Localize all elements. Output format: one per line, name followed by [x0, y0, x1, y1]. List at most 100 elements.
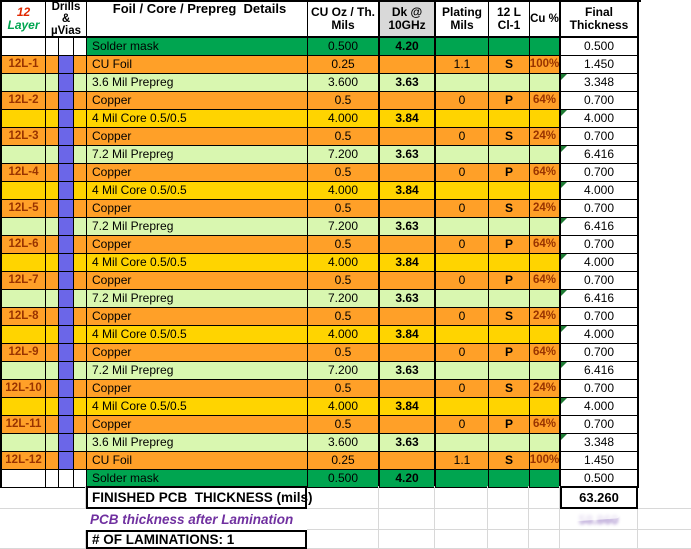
cell-material-details[interactable]: 4 Mil Core 0.5/0.5	[87, 110, 308, 128]
cell-material-details[interactable]: Solder mask	[87, 38, 308, 56]
cell-material-details[interactable]: 7.2 Mil Prepreg	[87, 362, 308, 380]
cell-cl-code[interactable]	[489, 326, 530, 344]
cell-material-details[interactable]: 7.2 Mil Prepreg	[87, 218, 308, 236]
cell-cu-oz-thickness[interactable]: 0.5	[308, 200, 380, 218]
cell-via-bar[interactable]	[59, 380, 74, 398]
lamination-thickness-value[interactable]: 58.860	[560, 509, 638, 530]
cell-via-bar[interactable]	[59, 344, 74, 362]
cell-drill-right[interactable]	[74, 470, 87, 488]
cell-final-thickness[interactable]: 0.700	[561, 92, 639, 110]
cell-drill-left[interactable]	[46, 164, 59, 182]
cell-dk-value[interactable]: 3.63	[380, 290, 436, 308]
cell-plating-mils[interactable]: 0	[436, 308, 489, 326]
cell-drill-left[interactable]	[46, 128, 59, 146]
cell-material-details[interactable]: Copper	[87, 236, 308, 254]
cell-drill-right[interactable]	[74, 236, 87, 254]
cell-drill-left[interactable]	[46, 362, 59, 380]
cell-dk-value[interactable]	[380, 272, 436, 290]
cell-via-bar[interactable]	[59, 434, 74, 452]
cell-final-thickness[interactable]: 1.450	[561, 56, 639, 74]
cell-layer-label[interactable]: 12L-6	[2, 236, 46, 254]
cell-drill-right[interactable]	[74, 164, 87, 182]
cell-layer-label[interactable]	[2, 182, 46, 200]
finished-pcb-thickness-value[interactable]: 63.260	[560, 486, 638, 509]
cell-plating-mils[interactable]	[436, 74, 489, 92]
cell-cu-percent[interactable]	[530, 74, 561, 92]
cell-cu-percent[interactable]: 24%	[530, 308, 561, 326]
cell-plating-mils[interactable]	[436, 434, 489, 452]
cell-via-bar[interactable]	[59, 470, 74, 488]
cell-plating-mils[interactable]: 0	[436, 380, 489, 398]
cell-material-details[interactable]: 3.6 Mil Prepreg	[87, 74, 308, 92]
cell-cl-code[interactable]	[489, 290, 530, 308]
cell-via-bar[interactable]	[59, 254, 74, 272]
cell-plating-mils[interactable]	[436, 254, 489, 272]
cell-cl-code[interactable]	[489, 218, 530, 236]
cell-cl-code[interactable]: P	[489, 164, 530, 182]
cell-plating-mils[interactable]	[436, 110, 489, 128]
cell-drill-right[interactable]	[74, 218, 87, 236]
cell-plating-mils[interactable]: 0	[436, 344, 489, 362]
cell-plating-mils[interactable]	[436, 218, 489, 236]
cell-cu-oz-thickness[interactable]: 4.000	[308, 398, 380, 416]
cell-drill-right[interactable]	[74, 254, 87, 272]
cell-plating-mils[interactable]	[436, 38, 489, 56]
cell-material-details[interactable]: 7.2 Mil Prepreg	[87, 146, 308, 164]
header-dk-10ghz[interactable]: Dk @ 10GHz	[380, 2, 436, 38]
cell-layer-label[interactable]: 12L-10	[2, 380, 46, 398]
cell-cu-oz-thickness[interactable]: 7.200	[308, 290, 380, 308]
cell-material-details[interactable]: 4 Mil Core 0.5/0.5	[87, 254, 308, 272]
cell-cu-oz-thickness[interactable]: 0.25	[308, 452, 380, 470]
cell-layer-label[interactable]	[2, 362, 46, 380]
cell-cu-percent[interactable]: 24%	[530, 380, 561, 398]
cell-drill-left[interactable]	[46, 398, 59, 416]
cell-final-thickness[interactable]: 3.348	[561, 74, 639, 92]
cell-layer-label[interactable]: 12L-2	[2, 92, 46, 110]
cell-final-thickness[interactable]: 1.450	[561, 452, 639, 470]
cell-drill-left[interactable]	[46, 200, 59, 218]
cell-material-details[interactable]: 4 Mil Core 0.5/0.5	[87, 182, 308, 200]
cell-via-bar[interactable]	[59, 236, 74, 254]
cell-dk-value[interactable]: 3.84	[380, 254, 436, 272]
cell-via-bar[interactable]	[59, 272, 74, 290]
cell-final-thickness[interactable]: 6.416	[561, 146, 639, 164]
cell-dk-value[interactable]: 3.63	[380, 74, 436, 92]
cell-cu-oz-thickness[interactable]: 3.600	[308, 74, 380, 92]
cell-plating-mils[interactable]: 0	[436, 236, 489, 254]
cell-final-thickness[interactable]: 3.348	[561, 434, 639, 452]
cell-final-thickness[interactable]: 6.416	[561, 290, 639, 308]
cell-final-thickness[interactable]: 0.700	[561, 308, 639, 326]
cell-drill-left[interactable]	[46, 470, 59, 488]
cell-dk-value[interactable]	[380, 200, 436, 218]
cell-via-bar[interactable]	[59, 308, 74, 326]
cell-dk-value[interactable]: 3.63	[380, 218, 436, 236]
cell-drill-right[interactable]	[74, 272, 87, 290]
cell-cl-code[interactable]: P	[489, 236, 530, 254]
cell-drill-left[interactable]	[46, 326, 59, 344]
cell-cu-percent[interactable]	[530, 218, 561, 236]
cell-final-thickness[interactable]: 6.416	[561, 362, 639, 380]
cell-cu-oz-thickness[interactable]: 0.5	[308, 92, 380, 110]
cell-drill-right[interactable]	[74, 326, 87, 344]
cell-dk-value[interactable]	[380, 92, 436, 110]
cell-drill-right[interactable]	[74, 200, 87, 218]
cell-drill-right[interactable]	[74, 452, 87, 470]
cell-dk-value[interactable]: 3.84	[380, 398, 436, 416]
cell-layer-label[interactable]	[2, 398, 46, 416]
cell-via-bar[interactable]	[59, 92, 74, 110]
cell-cl-code[interactable]: S	[489, 452, 530, 470]
cell-final-thickness[interactable]: 0.700	[561, 164, 639, 182]
cell-dk-value[interactable]	[380, 128, 436, 146]
cell-via-bar[interactable]	[59, 110, 74, 128]
cell-cu-oz-thickness[interactable]: 0.5	[308, 236, 380, 254]
cell-drill-right[interactable]	[74, 110, 87, 128]
cell-cu-oz-thickness[interactable]: 0.5	[308, 128, 380, 146]
cell-drill-right[interactable]	[74, 56, 87, 74]
cell-layer-label[interactable]: 12L-8	[2, 308, 46, 326]
cell-cl-code[interactable]: P	[489, 344, 530, 362]
cell-final-thickness[interactable]: 4.000	[561, 182, 639, 200]
cell-cu-percent[interactable]: 64%	[530, 164, 561, 182]
cell-via-bar[interactable]	[59, 164, 74, 182]
cell-via-bar[interactable]	[59, 398, 74, 416]
cell-drill-right[interactable]	[74, 128, 87, 146]
